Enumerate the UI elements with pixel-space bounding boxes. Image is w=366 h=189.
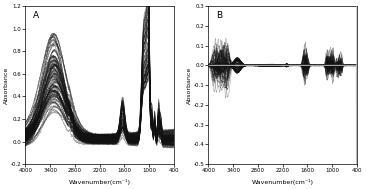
X-axis label: Wavenumber(cm⁻¹): Wavenumber(cm⁻¹) (251, 179, 314, 185)
X-axis label: Wavenumber(cm⁻¹): Wavenumber(cm⁻¹) (68, 179, 131, 185)
Y-axis label: Absorbance: Absorbance (187, 67, 192, 104)
Text: A: A (33, 11, 39, 20)
Text: B: B (216, 11, 222, 20)
Y-axis label: Absorbance: Absorbance (4, 67, 9, 104)
